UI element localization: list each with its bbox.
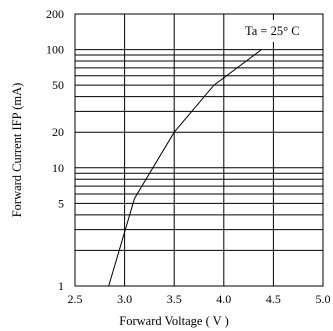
annotation-background (241, 20, 315, 42)
x-tick-label: 3.0 (117, 292, 132, 306)
y-tick-label: 10 (52, 161, 64, 175)
x-tick-label: 4.0 (216, 292, 231, 306)
y-tick-label: 5 (58, 196, 64, 210)
x-tick-label: 4.5 (266, 292, 281, 306)
y-tick-label: 1 (58, 279, 64, 293)
y-tick-label: 200 (46, 7, 64, 21)
x-tick-label: 3.5 (167, 292, 182, 306)
annotation-ta: Ta = 25° C (245, 24, 300, 38)
y-tick-label: 20 (52, 125, 64, 139)
x-tick-label: 5.0 (316, 292, 331, 306)
plot-frame (74, 13, 324, 287)
x-gridlines (124, 14, 274, 286)
y-axis-label: Forward Current IFP (mA) (10, 83, 24, 218)
y-tick-labels: 1 5 10 20 50 100 200 (46, 7, 64, 293)
series-line (108, 49, 262, 287)
x-tick-labels: 2.5 3.0 3.5 4.0 4.5 5.0 (68, 292, 331, 306)
y-minor-gridlines (75, 49, 323, 251)
y-tick-label: 100 (46, 43, 64, 57)
y-tick-label: 50 (52, 78, 64, 92)
x-axis-label: Forward Voltage ( V ) (119, 314, 229, 328)
x-tick-label: 2.5 (68, 292, 83, 306)
